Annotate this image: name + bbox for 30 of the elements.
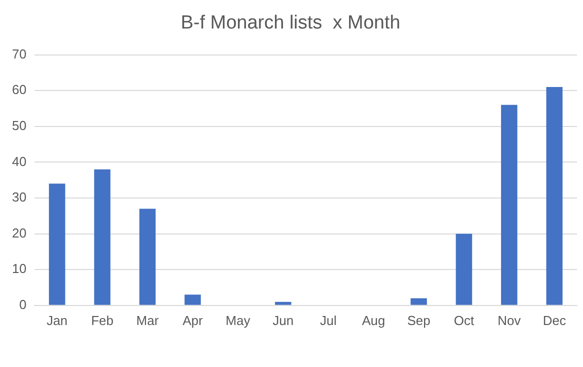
y-tick-label: 0 xyxy=(19,296,26,312)
x-tick-label: Nov xyxy=(498,312,522,328)
bar xyxy=(48,184,66,305)
x-tick-label: Sep xyxy=(407,312,430,328)
x-tick-label: Jan xyxy=(46,312,68,328)
x-tick-label: Apr xyxy=(182,312,204,328)
bar xyxy=(546,87,563,305)
x-tick-label: May xyxy=(226,312,251,328)
y-tick-label: 70 xyxy=(12,46,26,62)
bar xyxy=(139,208,156,305)
x-tick-label: Jul xyxy=(320,312,337,328)
y-tick-label: 50 xyxy=(12,118,26,133)
y-tick-label: 10 xyxy=(12,261,26,276)
y-tick-label: 30 xyxy=(12,190,26,205)
bar xyxy=(184,294,201,305)
x-tick-label: Oct xyxy=(454,312,474,328)
y-tick-label: 40 xyxy=(12,154,26,169)
chart-title: B-f Monarch lists x Month xyxy=(180,12,400,34)
y-tick-label: 60 xyxy=(12,82,26,98)
bar xyxy=(456,234,472,305)
y-tick-label: 20 xyxy=(12,225,26,240)
x-tick-label: Aug xyxy=(362,312,386,328)
x-tick-label: Mar xyxy=(136,312,160,328)
x-tick-label: Jun xyxy=(272,312,294,328)
bar xyxy=(94,169,110,305)
bar xyxy=(501,104,518,305)
bar xyxy=(274,302,292,305)
x-tick-label: Feb xyxy=(91,312,114,328)
x-tick-label: Dec xyxy=(542,312,566,328)
bar xyxy=(410,298,427,305)
